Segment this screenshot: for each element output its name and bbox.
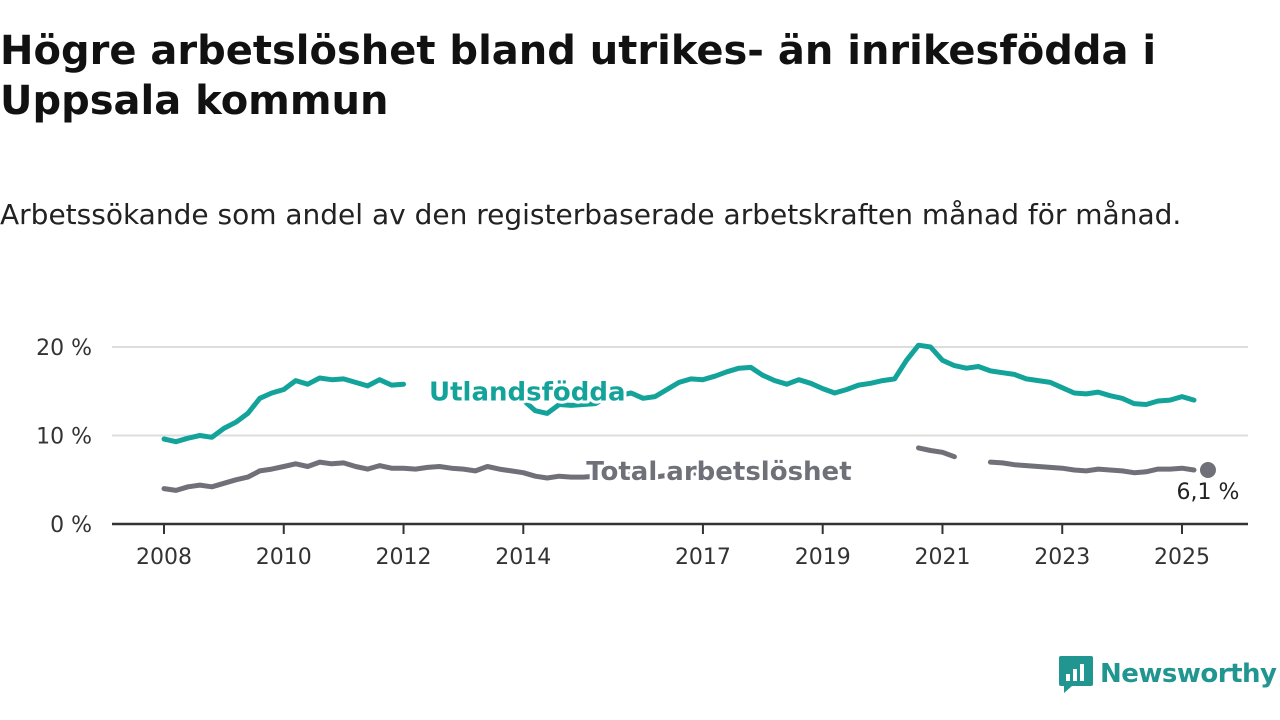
x-tick-label: 2008 xyxy=(136,545,192,570)
x-axis xyxy=(112,522,1248,534)
x-tick-label: 2021 xyxy=(914,545,970,570)
x-tick-label: 2014 xyxy=(495,545,551,570)
series-label: Utlandsfödda xyxy=(429,377,626,407)
chart-subtitle: Arbetssökande som andel av den registerb… xyxy=(0,198,1182,231)
x-tick-label: 2023 xyxy=(1034,545,1090,570)
series-line-utlandsfodda xyxy=(161,342,1197,445)
x-tick-label: 2012 xyxy=(376,545,432,570)
y-tick-labels: 0 % 10 % 20 % xyxy=(36,336,92,538)
brand-logo: Newsworthy xyxy=(1058,652,1277,696)
series-lines xyxy=(161,342,1197,493)
newsworthy-logo-icon xyxy=(1059,656,1093,693)
y-tick-label: 20 % xyxy=(36,336,92,361)
brand-name: Newsworthy xyxy=(1100,659,1277,689)
x-tick-label: 2019 xyxy=(795,545,851,570)
end-point-marker xyxy=(1199,462,1216,479)
y-gridlines xyxy=(112,346,1248,437)
y-tick-label: 10 % xyxy=(36,425,92,450)
chart-title: Högre arbetslöshet bland utrikes- än inr… xyxy=(0,28,1157,124)
line-chart: 0 % 10 % 20 % 2008 2010 2012 2014 2017 2019 2021… xyxy=(36,336,1248,570)
y-tick-label: 0 % xyxy=(50,513,92,538)
end-value-label: 6,1 % xyxy=(1177,480,1240,505)
x-tick-label: 2010 xyxy=(256,545,312,570)
series-label: Total arbetslöshet xyxy=(586,457,851,487)
series-line-total xyxy=(161,445,1197,493)
x-tick-labels: 2008 2010 2012 2014 2017 2019 2021 2023 2025 xyxy=(136,545,1210,570)
x-tick-label: 2025 xyxy=(1154,545,1210,570)
series-labels: Utlandsfödda Total arbetslöshet xyxy=(426,374,855,490)
end-marker-group: 6,1 % xyxy=(1177,462,1240,505)
x-tick-label: 2017 xyxy=(675,545,731,570)
